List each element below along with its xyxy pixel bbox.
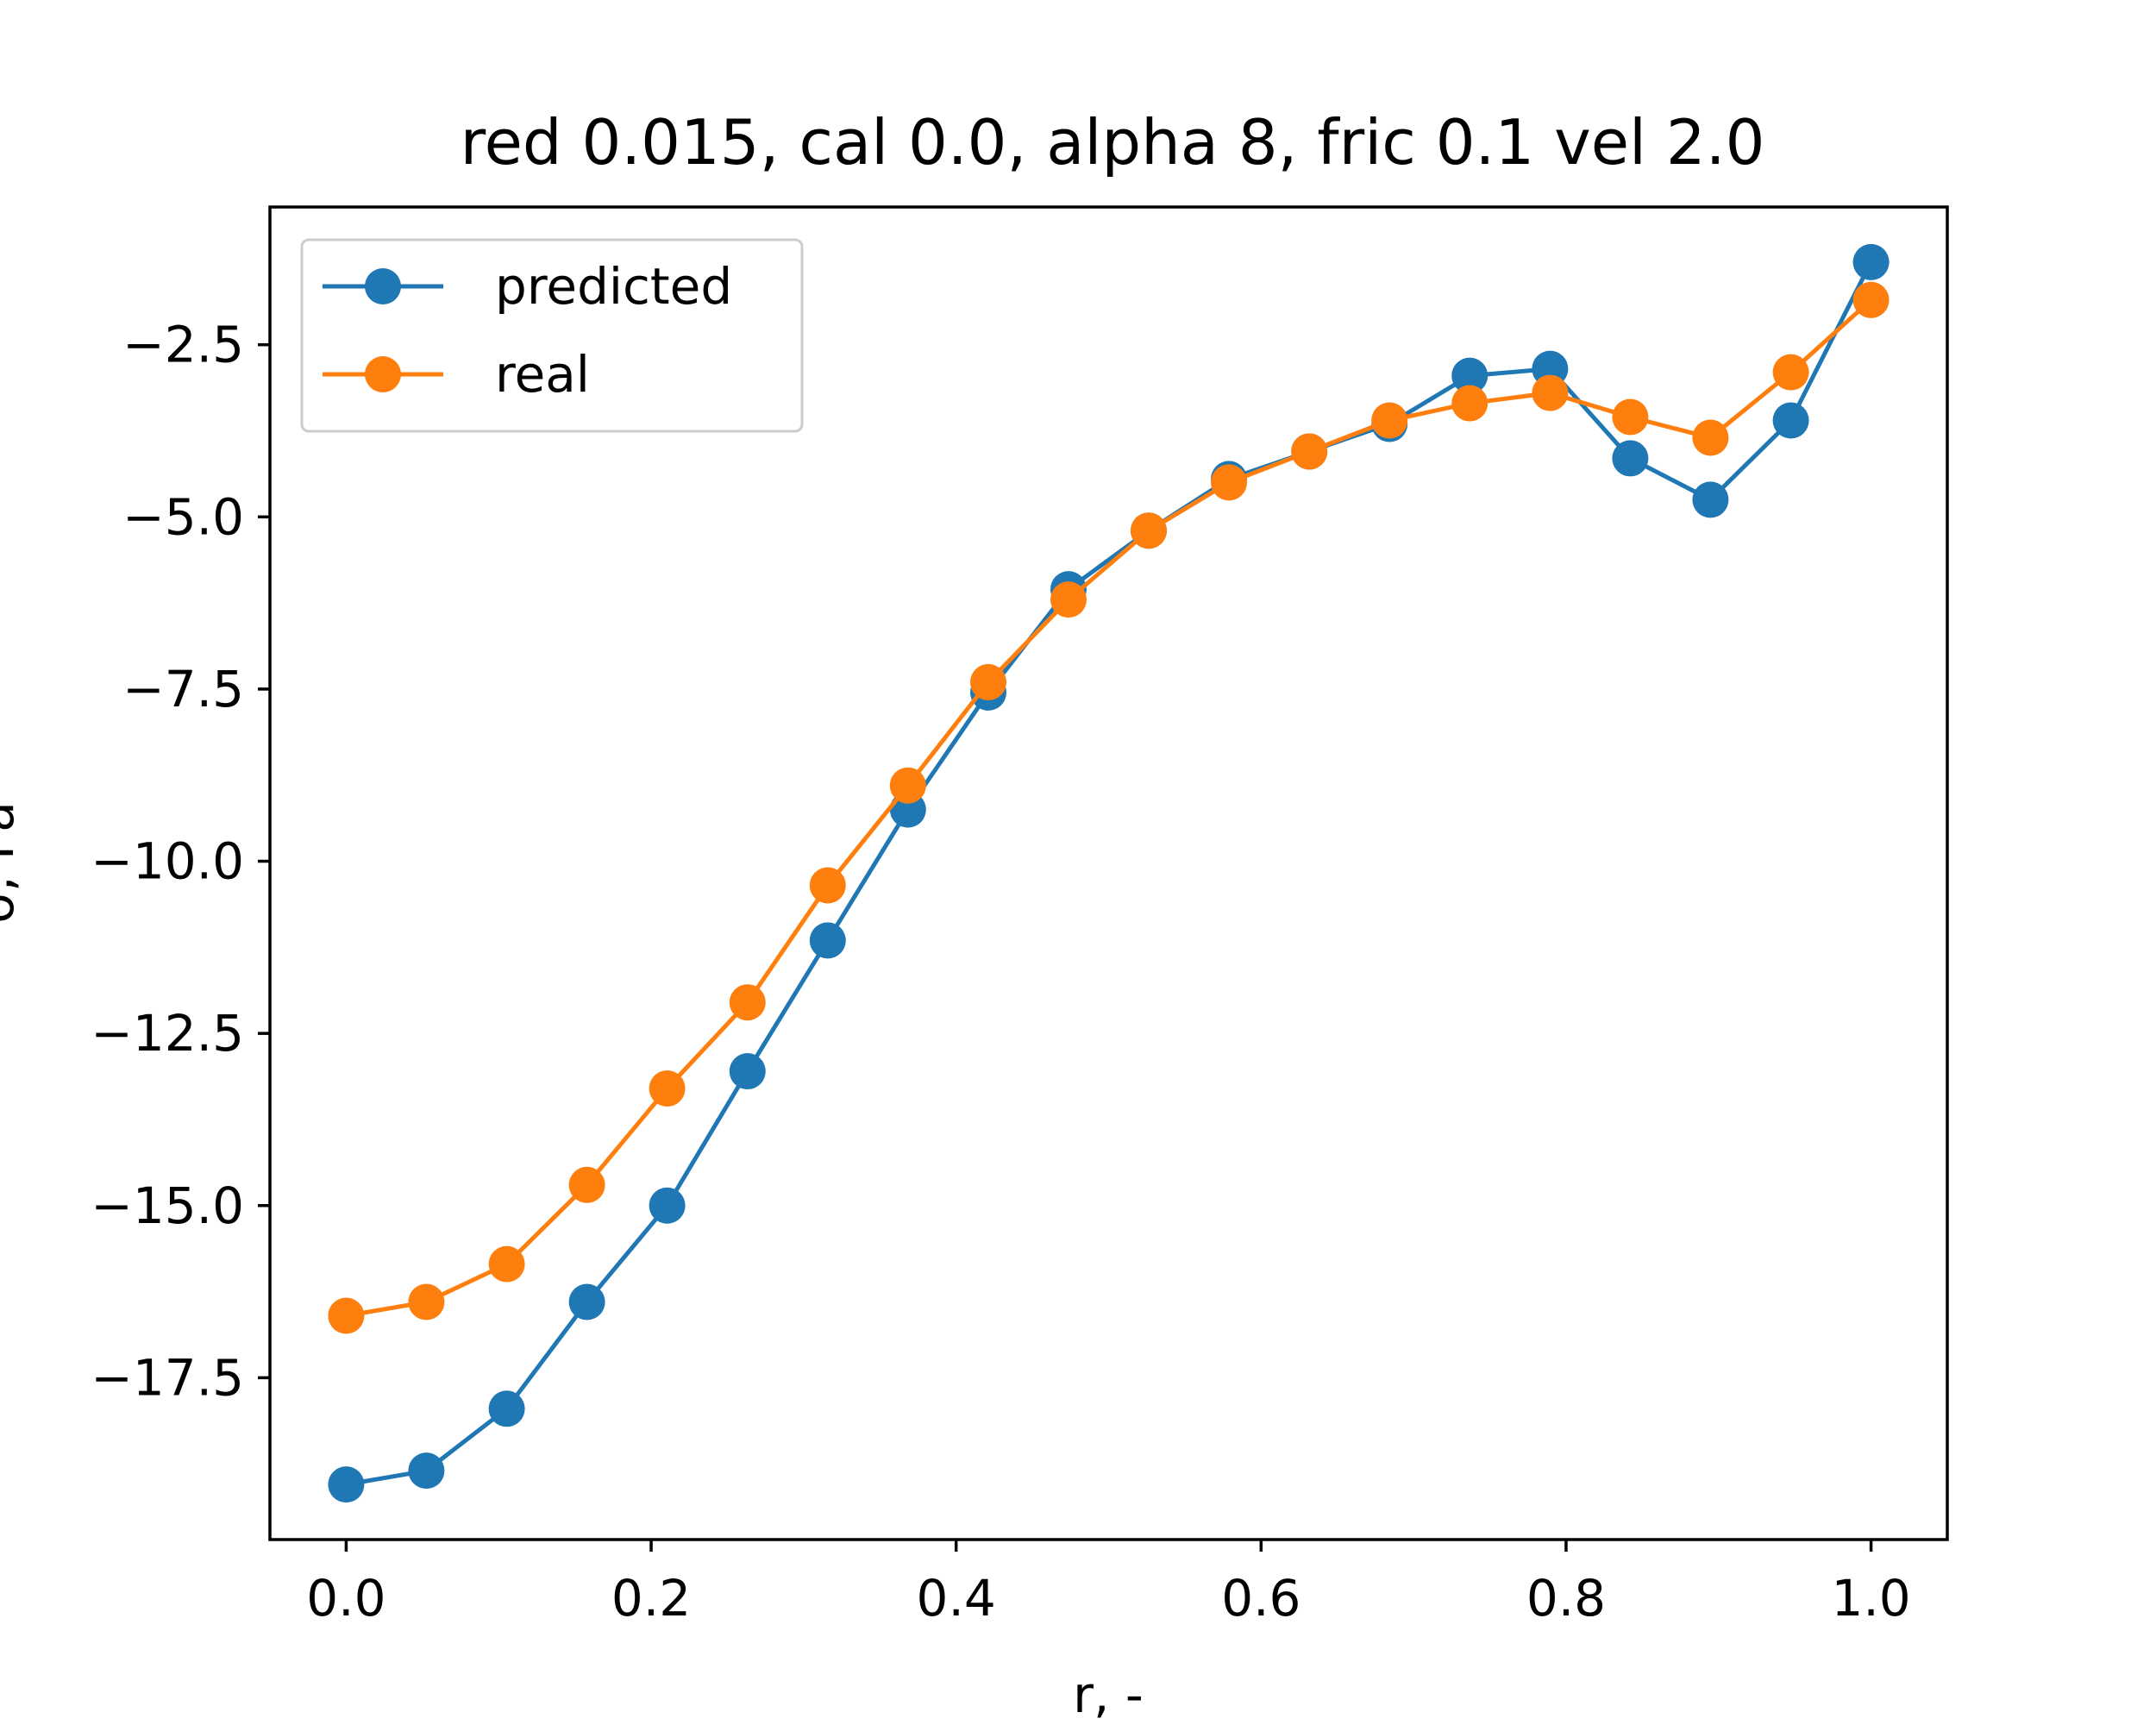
- data-point-real: [1612, 398, 1649, 436]
- y-tick-label: −10.0: [91, 832, 244, 891]
- legend: predicted real: [300, 238, 804, 433]
- data-point-real: [408, 1283, 445, 1320]
- data-point-real: [649, 1070, 686, 1107]
- y-tick-label: −12.5: [91, 1004, 244, 1063]
- plot-area: 0.0 0.2 0.4 0.6 0.8 1.0 −2.5 −5.0 −7.5 −10.0 −12.5…: [91, 243, 1911, 1628]
- data-point-real: [1692, 419, 1729, 456]
- legend-marker-real: [365, 356, 401, 392]
- data-point-predicted: [328, 1466, 365, 1503]
- data-point-predicted: [1692, 481, 1729, 518]
- x-tick-label: 0.0: [306, 1569, 385, 1628]
- data-point-real: [1291, 433, 1328, 470]
- data-point-real: [889, 767, 926, 804]
- data-point-real: [488, 1245, 525, 1283]
- data-point-predicted: [568, 1283, 605, 1320]
- data-point-real: [568, 1166, 605, 1203]
- series-line-predicted: [345, 260, 1873, 1487]
- x-tick-label: 0.2: [611, 1569, 691, 1628]
- x-tick-label: 0.6: [1221, 1569, 1300, 1628]
- legend-label-predicted: predicted: [495, 257, 732, 316]
- y-tick-label: −15.0: [91, 1176, 244, 1235]
- plot-frame: [268, 205, 1949, 1541]
- chart-title: red 0.015, cal 0.0, alpha 8, fric 0.1 ve…: [461, 106, 1765, 179]
- data-point-real: [1371, 402, 1408, 439]
- x-tick-label: 0.4: [917, 1569, 996, 1628]
- data-point-predicted: [809, 922, 846, 959]
- y-axis-label: σ, Pa: [0, 801, 25, 924]
- x-tick-label: 0.8: [1526, 1569, 1606, 1628]
- data-point-real: [1772, 354, 1809, 391]
- data-point-predicted: [1852, 243, 1890, 280]
- data-point-predicted: [729, 1053, 766, 1090]
- data-point-real: [1532, 374, 1569, 411]
- data-point-real: [1852, 281, 1890, 318]
- y-tick-label: −5.0: [122, 487, 244, 546]
- data-point-real: [809, 867, 846, 904]
- data-point-predicted: [488, 1390, 525, 1427]
- x-axis-label: r, -: [1073, 1665, 1144, 1724]
- data-point-real: [1050, 581, 1087, 618]
- y-tick-label: −7.5: [122, 660, 244, 718]
- data-point-real: [1211, 464, 1248, 501]
- y-tick-label: −2.5: [122, 316, 244, 374]
- data-point-real: [969, 663, 1006, 700]
- data-point-predicted: [649, 1187, 686, 1224]
- data-point-predicted: [408, 1452, 445, 1490]
- data-point-real: [1131, 512, 1168, 549]
- legend-marker-predicted: [365, 268, 401, 304]
- data-point-predicted: [1451, 357, 1489, 394]
- data-point-predicted: [1612, 440, 1649, 477]
- data-point-predicted: [1772, 402, 1809, 439]
- legend-label-real: real: [495, 345, 590, 404]
- x-tick-label: 1.0: [1831, 1569, 1910, 1628]
- data-point-real: [729, 984, 766, 1021]
- data-point-real: [328, 1297, 365, 1334]
- data-point-real: [1451, 385, 1489, 422]
- y-tick-label: −17.5: [91, 1348, 244, 1407]
